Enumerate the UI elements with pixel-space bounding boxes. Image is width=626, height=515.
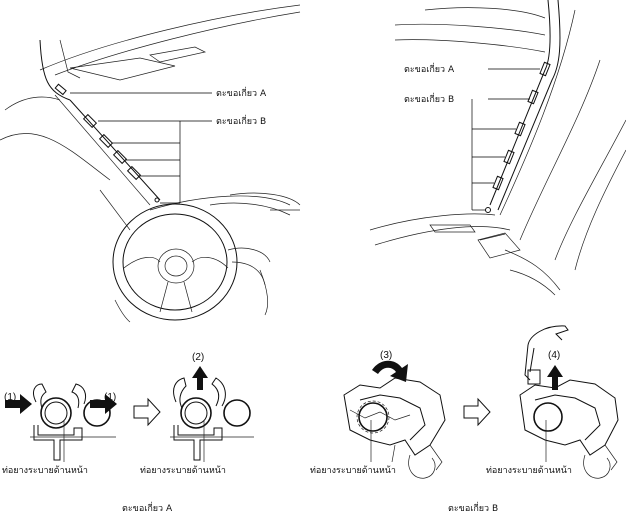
step-1-left-label: (1) — [4, 392, 17, 403]
right-pillar-view — [369, 0, 626, 296]
arrow-left-icon — [5, 394, 32, 414]
arrow-up-icon — [192, 366, 208, 390]
next-step-arrow-icon — [133, 397, 161, 427]
caption-hook-b: ตะขอเกี่ยว B — [448, 504, 499, 514]
callout-hook-b-left: ตะขอเกี่ยว B — [216, 117, 267, 127]
left-pillar-view — [0, 4, 301, 323]
hook-b-step-3 — [343, 360, 446, 479]
step-2-label: (2) — [192, 352, 205, 363]
step-4-label: (4) — [548, 350, 561, 361]
arrow-up-icon-2 — [547, 365, 563, 390]
part-label-drain-hose-4: ท่อยางระบายด้านหน้า — [486, 466, 572, 476]
callout-hook-a-right: ตะขอเกี่ยว A — [404, 65, 455, 75]
arrow-right-icon — [90, 394, 117, 414]
callout-hook-b-right: ตะขอเกี่ยว B — [404, 95, 455, 105]
step-1-right-label: (1) — [104, 392, 117, 403]
step-3-label: (3) — [380, 350, 393, 361]
arrow-curved-icon — [372, 360, 408, 382]
hook-a-step-1 — [5, 383, 117, 462]
hook-a-step-2 — [170, 366, 254, 462]
part-label-drain-hose-2: ท่อยางระบายด้านหน้า — [140, 466, 226, 476]
part-label-drain-hose-1: ท่อยางระบายด้านหน้า — [2, 466, 88, 476]
callout-hook-a-left: ตะขอเกี่ยว A — [216, 89, 267, 99]
caption-hook-a: ตะขอเกี่ยว A — [122, 504, 173, 514]
hook-b-step-4 — [519, 325, 619, 479]
next-step-arrow-icon-2 — [463, 397, 491, 427]
part-label-drain-hose-3: ท่อยางระบายด้านหน้า — [310, 466, 396, 476]
